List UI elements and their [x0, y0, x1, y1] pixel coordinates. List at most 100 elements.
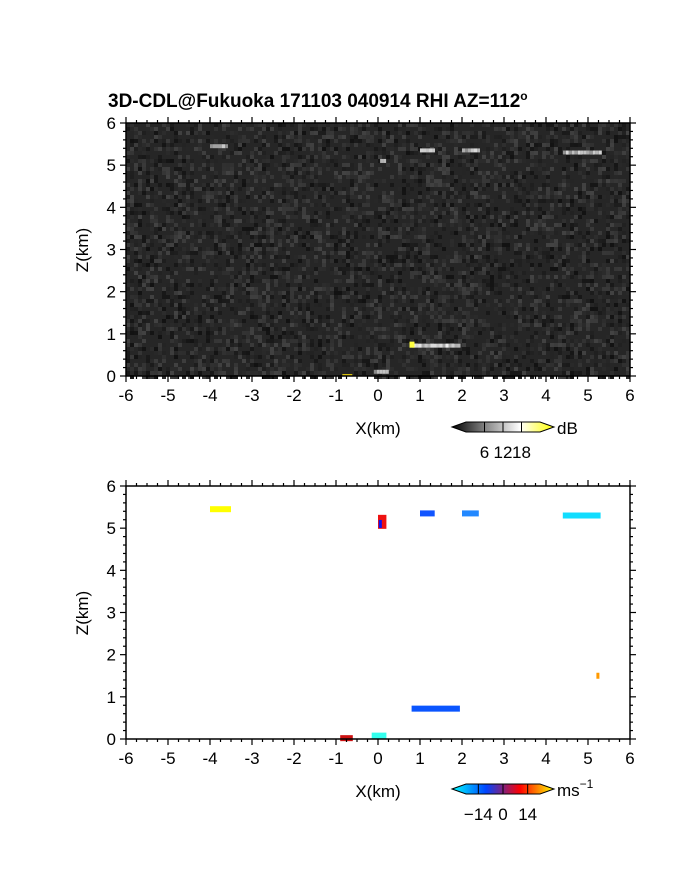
- noise-cell: [362, 371, 366, 375]
- noise-cell: [598, 247, 602, 251]
- noise-cell: [518, 279, 522, 283]
- noise-cell: [270, 251, 274, 255]
- noise-cell: [262, 295, 266, 299]
- noise-cell: [562, 243, 566, 247]
- noise-cell: [590, 243, 594, 247]
- noise-cell: [266, 347, 270, 351]
- noise-cell: [530, 239, 534, 243]
- noise-cell: [626, 187, 630, 191]
- noise-cell: [322, 155, 326, 159]
- noise-cell: [410, 179, 414, 183]
- noise-cell: [262, 263, 266, 267]
- noise-cell: [422, 339, 426, 343]
- noise-cell: [230, 259, 234, 263]
- noise-cell: [250, 255, 254, 259]
- noise-cell: [138, 215, 142, 219]
- noise-cell: [510, 179, 514, 183]
- noise-cell: [210, 183, 214, 187]
- noise-cell: [206, 131, 210, 135]
- noise-cell: [274, 327, 278, 331]
- noise-cell: [362, 295, 366, 299]
- noise-cell: [474, 143, 478, 147]
- noise-cell: [134, 323, 138, 327]
- noise-cell: [146, 179, 150, 183]
- noise-cell: [238, 243, 242, 247]
- noise-cell: [386, 231, 390, 235]
- noise-cell: [178, 343, 182, 347]
- noise-cell: [206, 251, 210, 255]
- noise-cell: [250, 347, 254, 351]
- noise-cell: [398, 291, 402, 295]
- noise-cell: [482, 195, 486, 199]
- noise-cell: [234, 311, 238, 315]
- noise-cell: [282, 247, 286, 251]
- noise-cell: [158, 163, 162, 167]
- noise-cell: [558, 339, 562, 343]
- noise-cell: [322, 131, 326, 135]
- noise-cell: [250, 207, 254, 211]
- noise-cell: [162, 235, 166, 239]
- noise-cell: [482, 367, 486, 371]
- noise-cell: [178, 163, 182, 167]
- noise-cell: [542, 163, 546, 167]
- noise-cell: [490, 275, 494, 279]
- noise-cell: [594, 271, 598, 275]
- noise-cell: [414, 171, 418, 175]
- noise-cell: [458, 151, 462, 155]
- noise-cell: [562, 263, 566, 267]
- noise-cell: [314, 167, 318, 171]
- noise-cell: [286, 171, 290, 175]
- noise-cell: [514, 171, 518, 175]
- noise-cell: [306, 211, 310, 215]
- noise-cell: [394, 371, 398, 375]
- noise-cell: [314, 371, 318, 375]
- noise-cell: [474, 315, 478, 319]
- noise-cell: [562, 339, 566, 343]
- noise-cell: [258, 147, 262, 151]
- noise-cell: [502, 167, 506, 171]
- noise-cell: [430, 187, 434, 191]
- noise-cell: [342, 319, 346, 323]
- noise-cell: [266, 231, 270, 235]
- noise-cell: [274, 183, 278, 187]
- noise-cell: [446, 267, 450, 271]
- noise-cell: [126, 159, 130, 163]
- noise-cell: [194, 251, 198, 255]
- noise-cell: [286, 343, 290, 347]
- noise-cell: [230, 215, 234, 219]
- noise-cell: [518, 123, 522, 127]
- noise-cell: [574, 155, 578, 159]
- noise-cell: [326, 155, 330, 159]
- noise-cell: [258, 263, 262, 267]
- noise-cell: [278, 311, 282, 315]
- noise-cell: [206, 299, 210, 303]
- noise-cell: [162, 327, 166, 331]
- noise-cell: [306, 327, 310, 331]
- noise-cell: [414, 295, 418, 299]
- noise-cell: [618, 215, 622, 219]
- noise-cell: [138, 207, 142, 211]
- noise-cell: [402, 255, 406, 259]
- noise-cell: [594, 307, 598, 311]
- noise-cell: [234, 351, 238, 355]
- noise-cell: [422, 335, 426, 339]
- noise-cell: [262, 151, 266, 155]
- noise-cell: [482, 271, 486, 275]
- x-tick-label: 6: [625, 386, 634, 405]
- noise-cell: [414, 259, 418, 263]
- noise-cell: [526, 315, 530, 319]
- noise-cell: [502, 359, 506, 363]
- y-tick-label: 3: [107, 241, 116, 260]
- noise-cell: [214, 371, 218, 375]
- noise-cell: [570, 331, 574, 335]
- noise-cell: [194, 359, 198, 363]
- noise-cell: [266, 247, 270, 251]
- noise-cell: [346, 259, 350, 263]
- noise-cell: [218, 191, 222, 195]
- noise-cell: [134, 247, 138, 251]
- noise-cell: [302, 335, 306, 339]
- noise-cell: [278, 135, 282, 139]
- noise-cell: [154, 267, 158, 271]
- noise-cell: [622, 307, 626, 311]
- noise-cell: [510, 147, 514, 151]
